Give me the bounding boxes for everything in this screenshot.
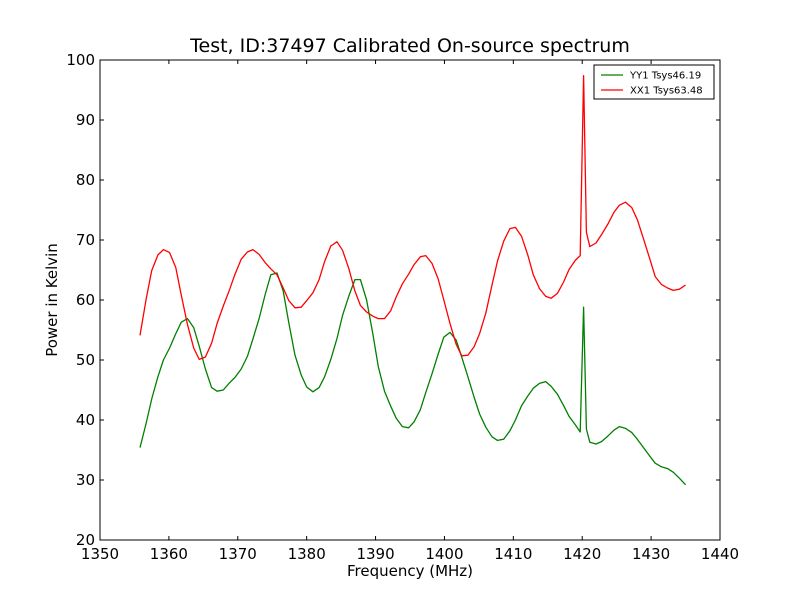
y-tick-label: 70 (76, 231, 95, 249)
axis-ticks: 1350 1360 1370 1380 1390 1400 1410 1420 1430 1440… (66, 51, 739, 563)
series-line-yy1 (139, 272, 687, 486)
y-tick-label: 100 (66, 51, 95, 69)
y-tick-label: 20 (76, 531, 95, 549)
plot-frame (99, 59, 721, 541)
legend-label-yy1: YY1 Tsys46.19 (629, 71, 701, 82)
x-tick-label: 1350 (81, 545, 119, 563)
x-tick-label: 1390 (356, 545, 394, 563)
x-tick-label: 1360 (150, 545, 188, 563)
x-tick-label: 1380 (288, 545, 326, 563)
x-tick-label: 1400 (425, 545, 463, 563)
y-tick-label: 30 (76, 471, 95, 489)
chart-title: Test, ID:37497 Calibrated On-source spec… (189, 35, 630, 57)
x-tick-label: 1430 (632, 545, 670, 563)
y-tick-label: 40 (76, 411, 95, 429)
y-tick-label: 80 (76, 171, 95, 189)
x-axis-label: Frequency (MHz) (347, 562, 473, 580)
x-tick-label: 1410 (494, 545, 532, 563)
y-axis-label: Power in Kelvin (43, 243, 61, 357)
series-layer (139, 74, 687, 486)
x-tick-label: 1420 (563, 545, 601, 563)
legend-box (593, 64, 715, 100)
legend: YY1 Tsys46.19 XX1 Tsys63.48 (593, 64, 715, 100)
y-tick-label: 50 (76, 351, 95, 369)
plot-area (99, 59, 721, 541)
y-tick-label: 60 (76, 291, 95, 309)
legend-label-xx1: XX1 Tsys63.48 (630, 86, 703, 97)
x-tick-label: 1370 (219, 545, 257, 563)
x-tick-label: 1440 (701, 545, 739, 563)
series-line-xx1 (139, 74, 686, 361)
y-tick-label: 90 (76, 111, 95, 129)
